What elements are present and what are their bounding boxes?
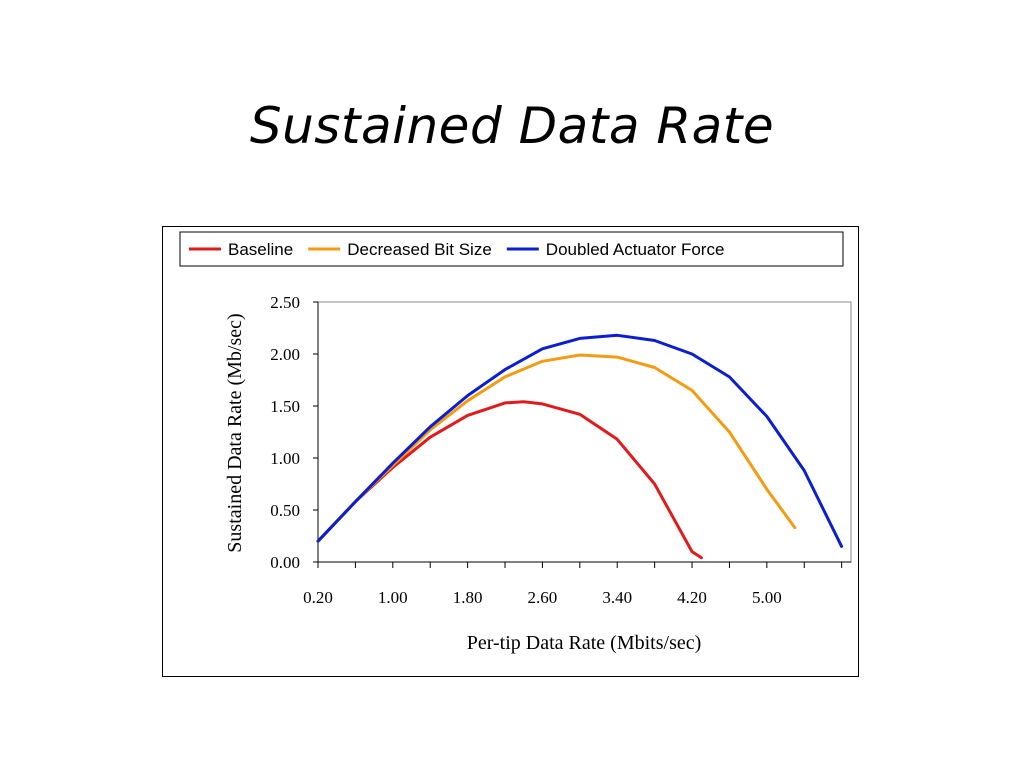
series-line-doubled-actuator-force (316, 333, 844, 548)
chart-legend: Baseline Decreased Bit Size Doubled Actuat… (179, 231, 844, 267)
x-axis-title: Per-tip Data Rate (Mbits/sec) (467, 632, 702, 654)
x-tick-label: 1.80 (453, 588, 483, 607)
x-tick-label: 2.60 (528, 588, 558, 607)
plot-area-border (317, 301, 852, 563)
chart-series (316, 333, 844, 560)
chart-axes: 0.00 0.50 1.00 1.50 2.00 2.50 0.20 1.00 1.80 2.60… (270, 293, 852, 607)
y-tick-label: 2.50 (270, 293, 300, 312)
y-tick-label: 0.00 (270, 553, 300, 572)
x-tick-label: 1.00 (378, 588, 408, 607)
x-tick-label: 0.20 (303, 588, 333, 607)
y-tick-label: 0.50 (270, 501, 300, 520)
x-tick-label: 3.40 (602, 588, 632, 607)
x-tick-label: 4.20 (677, 588, 707, 607)
legend-label-doubled-actuator-force: Doubled Actuator Force (546, 240, 725, 259)
x-tick-label: 5.00 (752, 588, 782, 607)
legend-label-baseline: Baseline (228, 240, 293, 259)
chart-frame: Baseline Decreased Bit Size Doubled Actuat… (162, 226, 859, 677)
y-tick-label: 2.00 (270, 345, 300, 364)
series-line-decreased-bit-size (316, 353, 797, 543)
y-axis-title: Sustained Data Rate (Mb/sec) (224, 313, 246, 552)
line-chart: Baseline Decreased Bit Size Doubled Actuat… (179, 231, 852, 654)
y-tick-label: 1.50 (270, 397, 300, 416)
slide-title: Sustained Data Rate (249, 97, 775, 155)
y-tick-label: 1.00 (270, 449, 300, 468)
legend-label-decreased-bit-size: Decreased Bit Size (347, 240, 492, 259)
series-line-baseline (316, 400, 703, 560)
